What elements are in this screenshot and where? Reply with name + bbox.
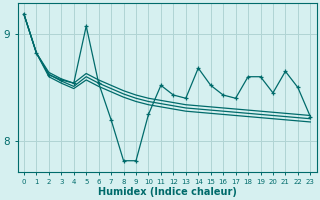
X-axis label: Humidex (Indice chaleur): Humidex (Indice chaleur) [98,187,236,197]
